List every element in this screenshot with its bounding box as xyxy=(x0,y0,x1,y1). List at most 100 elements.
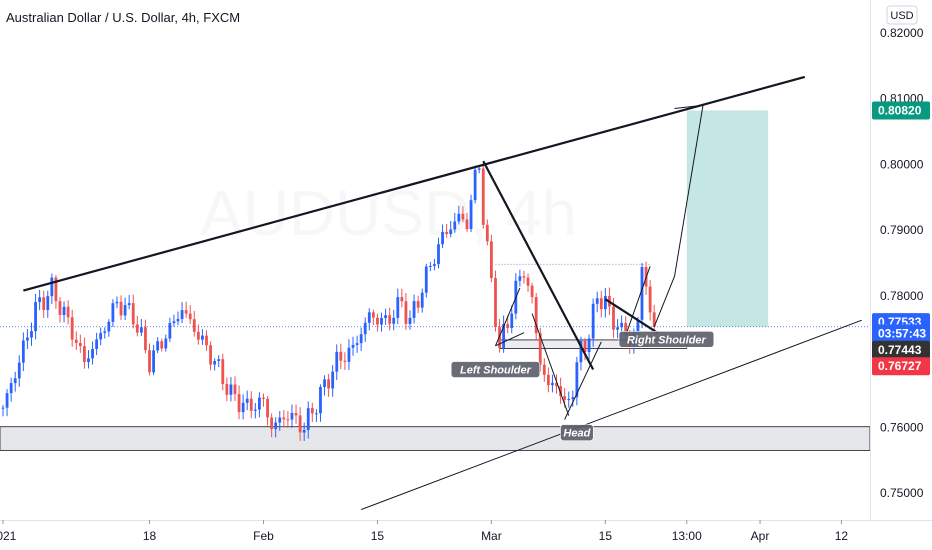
candle xyxy=(70,309,74,347)
candles xyxy=(1,164,656,442)
candle xyxy=(571,390,575,407)
candle xyxy=(123,297,127,320)
candle xyxy=(441,224,444,249)
candle xyxy=(5,389,9,417)
zones xyxy=(0,110,871,451)
candle xyxy=(282,410,286,428)
y-tick-label: 0.76000 xyxy=(880,420,924,434)
candle xyxy=(213,358,217,371)
candle xyxy=(380,312,383,332)
candle xyxy=(355,335,359,353)
candle xyxy=(188,305,192,324)
candle xyxy=(314,409,318,422)
candle xyxy=(9,377,13,402)
candle xyxy=(237,385,241,420)
trend-line[interactable] xyxy=(625,266,651,336)
candle xyxy=(217,355,221,368)
y-tick-label: 0.79000 xyxy=(880,223,924,237)
candle xyxy=(233,376,237,402)
trend-line[interactable] xyxy=(674,105,704,277)
pattern-label-text: Left Shoulder xyxy=(460,365,532,377)
candle xyxy=(575,356,579,406)
pattern-label-text: Right Shoulder xyxy=(627,334,707,346)
candle xyxy=(274,417,278,438)
pattern-label[interactable]: Head xyxy=(560,424,594,441)
candle xyxy=(78,334,82,353)
candle xyxy=(469,194,473,233)
x-tick-label: 18 xyxy=(143,529,157,543)
currency-button[interactable] xyxy=(886,5,918,25)
trend-line[interactable] xyxy=(495,332,525,347)
candle xyxy=(221,353,225,391)
candle xyxy=(58,297,62,323)
candle xyxy=(42,290,46,318)
candle xyxy=(310,402,314,422)
trend-line[interactable] xyxy=(482,160,595,371)
candle xyxy=(253,402,257,419)
candle xyxy=(54,274,58,309)
candle xyxy=(192,311,196,337)
x-tick-label: Mar xyxy=(481,529,502,543)
candle xyxy=(404,293,408,330)
candle xyxy=(485,219,489,246)
candle xyxy=(107,319,111,337)
candle xyxy=(428,261,432,272)
drawn-lines[interactable] xyxy=(23,75,862,511)
x-tick-label: 15 xyxy=(371,529,385,543)
candle xyxy=(87,350,90,369)
pattern-label-box xyxy=(560,424,594,441)
candle xyxy=(445,223,449,238)
candle xyxy=(376,313,379,332)
candle xyxy=(437,237,440,269)
support-zone[interactable] xyxy=(0,426,871,451)
candle xyxy=(103,327,107,339)
y-tick-label: 0.78000 xyxy=(880,289,924,303)
candle xyxy=(127,294,131,310)
candle xyxy=(152,345,155,376)
candle xyxy=(66,300,70,325)
candle xyxy=(579,336,583,371)
pattern-label[interactable]: Right Shoulder xyxy=(618,330,715,348)
candle xyxy=(567,391,571,408)
price-tag-text: 0.77443 xyxy=(878,343,922,357)
trend-line[interactable] xyxy=(653,275,676,327)
trend-line[interactable] xyxy=(531,313,570,416)
trend-line[interactable] xyxy=(23,75,806,292)
time-axis[interactable]: 2021 18 Feb 15 Mar 15 13:00 Apr 12 xyxy=(0,520,848,543)
x-tick-label: 12 xyxy=(835,529,849,543)
candle xyxy=(196,324,200,345)
candle xyxy=(363,317,367,342)
trend-line[interactable] xyxy=(674,104,704,109)
pattern-label[interactable]: Left Shoulder xyxy=(450,361,541,378)
y-tick-label: 0.80000 xyxy=(880,157,924,171)
candle xyxy=(555,374,558,394)
chart-title: Australian Dollar / U.S. Dollar, 4h, FXC… xyxy=(6,10,240,25)
x-tick-label: 15 xyxy=(599,529,613,543)
candle xyxy=(323,375,326,396)
price-axis[interactable]: 0.820000.810000.800000.790000.780000.760… xyxy=(880,26,924,500)
candle xyxy=(433,258,436,271)
x-tick-label: 2021 xyxy=(0,529,17,543)
candle xyxy=(176,311,180,326)
candle xyxy=(148,343,151,376)
candle xyxy=(371,309,375,326)
trend-line[interactable] xyxy=(360,319,862,511)
candle xyxy=(595,291,599,313)
candle xyxy=(95,332,99,356)
candle xyxy=(526,273,530,292)
trend-line[interactable] xyxy=(604,298,659,335)
price-tag-text: 0.80820 xyxy=(878,103,922,117)
candle xyxy=(490,234,493,283)
candle xyxy=(453,212,457,233)
trend-line[interactable] xyxy=(495,287,521,347)
candle xyxy=(209,341,212,371)
trend-line[interactable] xyxy=(564,341,602,420)
candle xyxy=(13,371,17,392)
price-tag: 0.80820 xyxy=(872,101,930,120)
target-zone[interactable] xyxy=(686,110,769,327)
price-tag-bg xyxy=(872,101,930,120)
candle xyxy=(62,301,66,323)
candle xyxy=(648,280,652,321)
candle xyxy=(262,393,265,407)
